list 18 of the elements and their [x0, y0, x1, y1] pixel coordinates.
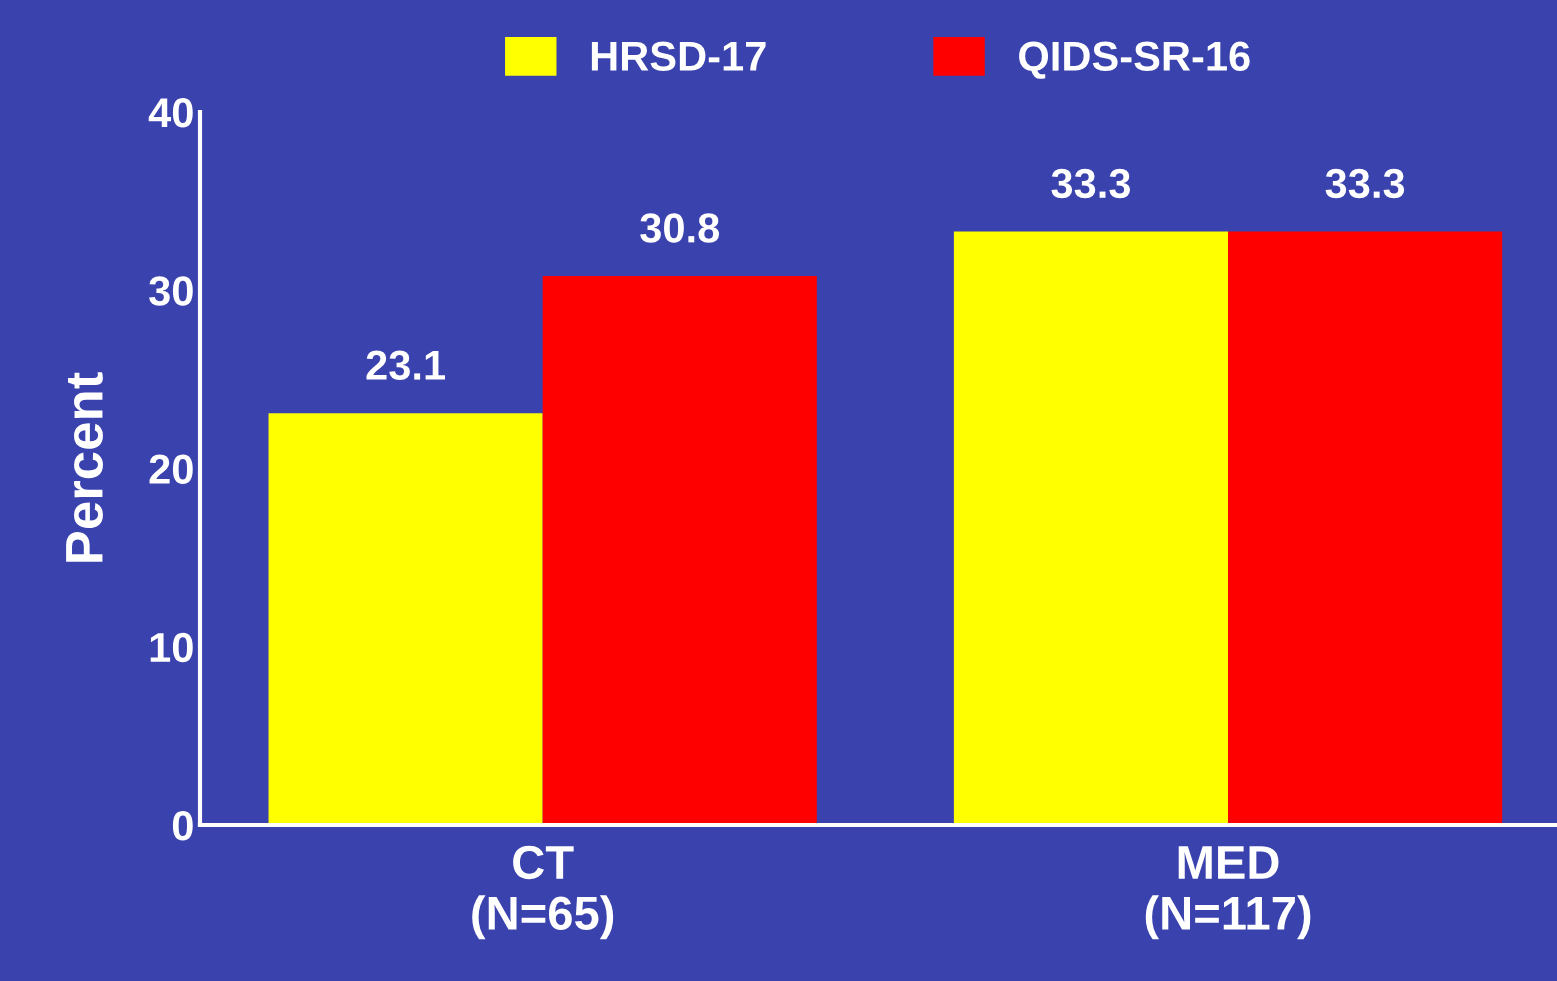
- y-axis-title: Percent: [66, 372, 103, 562]
- x-tick-label: CT (N=65): [472, 845, 614, 940]
- legend-label: HRSD-17: [591, 41, 766, 72]
- data-label: 33.3: [1325, 168, 1405, 199]
- y-tick-label: 30: [149, 276, 193, 306]
- data-label: 30.8: [640, 213, 720, 243]
- y-tick-label: 40: [148, 98, 193, 128]
- data-label: 23.1: [366, 350, 445, 381]
- bar: [268, 413, 543, 825]
- y-tick-label: 20: [149, 454, 193, 485]
- y-tick-label: 0: [172, 811, 193, 841]
- data-label: 33.3: [1051, 168, 1130, 199]
- legend-label: QIDS-SR-16: [1019, 41, 1250, 79]
- bar: [953, 231, 1229, 825]
- x-tick-label: MED (N=117): [1145, 846, 1311, 940]
- bar: [542, 275, 817, 825]
- y-tick-label: 10: [150, 632, 193, 663]
- bar: [1228, 231, 1503, 825]
